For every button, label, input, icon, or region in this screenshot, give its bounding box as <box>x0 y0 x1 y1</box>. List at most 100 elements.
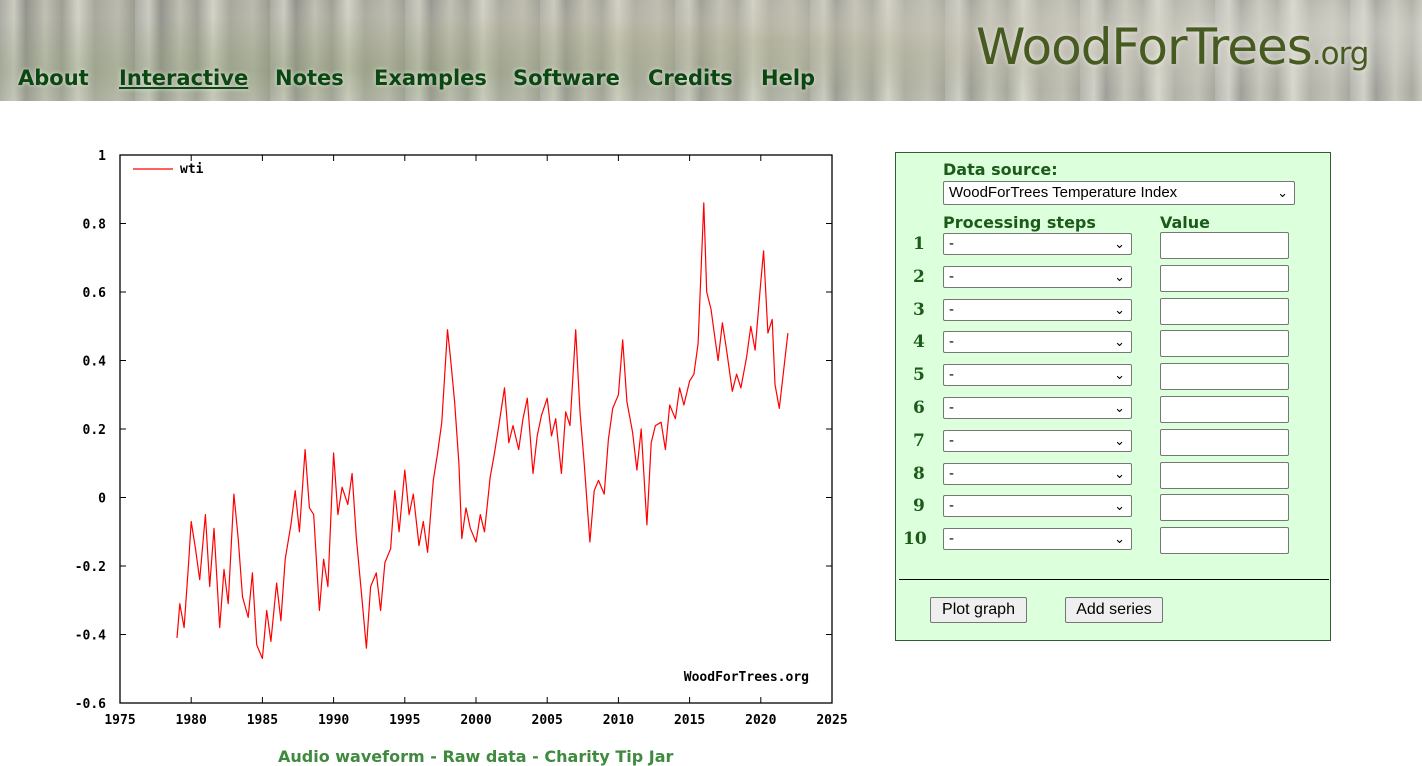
x-tick-label: 1985 <box>247 713 278 728</box>
plot-graph-button[interactable]: Plot graph <box>930 597 1027 623</box>
chevron-down-icon: ⌄ <box>1114 367 1125 383</box>
step-value-input[interactable] <box>1160 494 1289 522</box>
site-header: WoodForTrees.org About Interactive Notes… <box>0 0 1422 101</box>
processing-step-select[interactable]: - ⌄ <box>943 265 1132 288</box>
plot-frame <box>119 154 833 704</box>
processing-step-value: - <box>949 464 954 482</box>
data-source-select[interactable]: WoodForTrees Temperature Index ⌄ <box>943 181 1295 205</box>
chevron-down-icon: ⌄ <box>1114 268 1125 284</box>
nav-notes[interactable]: Notes <box>275 66 344 90</box>
step-number: 8 <box>913 463 925 484</box>
nav-help[interactable]: Help <box>761 66 816 90</box>
y-tick-label: 1 <box>98 149 106 164</box>
processing-step-value: - <box>949 300 954 318</box>
data-source-value: WoodForTrees Temperature Index <box>949 184 1178 201</box>
y-tick-label: 0.2 <box>83 423 106 438</box>
step-value-input[interactable] <box>1160 232 1289 259</box>
step-value-input[interactable] <box>1160 527 1289 555</box>
step-value-input[interactable] <box>1160 461 1289 489</box>
x-tick-label: 2000 <box>460 713 491 728</box>
y-tick-label: 0.6 <box>83 286 107 301</box>
temperature-chart: 1975 1980 1985 1990 1995 2000 2005 2010 2015 2020… <box>60 140 860 740</box>
x-tick-label: 2005 <box>532 713 563 728</box>
step-number: 9 <box>913 496 925 517</box>
logo-main-text: WoodForTrees <box>976 18 1313 76</box>
chevron-down-icon: ⌄ <box>1114 236 1125 251</box>
y-tick-label: -0.2 <box>75 560 106 575</box>
nav-examples[interactable]: Examples <box>374 66 487 90</box>
step-number: 6 <box>913 398 925 418</box>
nav-interactive[interactable]: Interactive <box>119 66 249 90</box>
step-number: 4 <box>913 332 925 353</box>
nav-about[interactable]: About <box>18 66 89 90</box>
chevron-down-icon: ⌄ <box>1114 334 1125 350</box>
processing-step-select[interactable]: - ⌄ <box>943 495 1132 518</box>
chart-svg: 1975 1980 1985 1990 1995 2000 2005 2010 2015 2020… <box>75 149 848 728</box>
processing-step-select[interactable]: - ⌄ <box>943 364 1132 387</box>
processing-step-select[interactable]: - ⌄ <box>943 298 1132 321</box>
nav-software[interactable]: Software <box>513 66 620 90</box>
processing-step-select[interactable]: - ⌄ <box>943 331 1132 354</box>
step-number: 10 <box>903 529 927 550</box>
processing-step-select[interactable]: - ⌄ <box>943 429 1132 452</box>
x-tick-label: 1980 <box>176 713 207 728</box>
step-value-input[interactable] <box>1160 297 1289 325</box>
processing-step-value: - <box>949 431 954 449</box>
audio-waveform-link[interactable]: Audio waveform <box>278 747 425 766</box>
step-number: 3 <box>913 299 925 320</box>
x-tick-label: 1975 <box>104 713 135 728</box>
step-number: 1 <box>913 234 925 254</box>
chevron-down-icon: ⌄ <box>1277 185 1288 200</box>
step-value-input[interactable] <box>1160 363 1289 391</box>
y-tick-label: -0.6 <box>75 697 106 712</box>
logo-tld-text: .org <box>1311 36 1370 72</box>
x-tick-label: 2020 <box>745 713 776 728</box>
processing-step-select[interactable]: - ⌄ <box>943 462 1132 485</box>
processing-step-value: - <box>949 267 954 285</box>
series-line-wti <box>176 202 789 660</box>
value-label: Value <box>1160 213 1211 232</box>
y-tick-label: 0 <box>98 492 106 507</box>
chevron-down-icon: ⌄ <box>1114 498 1125 514</box>
chevron-down-icon: ⌄ <box>1114 400 1125 415</box>
site-logo[interactable]: WoodForTrees.org <box>976 18 1370 76</box>
step-value-input[interactable] <box>1160 396 1289 423</box>
x-tick-label: 1995 <box>389 713 420 728</box>
step-value-input[interactable] <box>1160 428 1289 456</box>
step-value-input[interactable] <box>1160 264 1289 292</box>
chart-legend: wti <box>133 162 204 177</box>
y-tick-label: 0.4 <box>83 355 107 370</box>
processing-steps-label: Processing steps <box>943 213 1096 232</box>
chevron-down-icon: ⌄ <box>1114 432 1125 448</box>
raw-data-link[interactable]: Raw data <box>442 747 527 766</box>
link-separator: - <box>526 747 545 766</box>
data-source-label: Data source: <box>943 160 1058 179</box>
x-tick-label: 2025 <box>816 713 847 728</box>
nav-credits[interactable]: Credits <box>648 66 733 90</box>
x-tick-label: 2010 <box>603 713 634 728</box>
add-series-button[interactable]: Add series <box>1065 597 1163 623</box>
step-value-input[interactable] <box>1160 330 1289 358</box>
chart-links: Audio waveform - Raw data - Charity Tip … <box>278 747 673 766</box>
chart-watermark: WoodForTrees.org <box>684 670 809 685</box>
chevron-down-icon: ⌄ <box>1114 465 1125 481</box>
series-form-panel: Data source: WoodForTrees Temperature In… <box>895 152 1331 641</box>
processing-step-value: - <box>949 399 954 416</box>
processing-step-select[interactable]: - ⌄ <box>943 528 1132 551</box>
step-number: 7 <box>913 430 925 451</box>
link-separator: - <box>424 747 443 766</box>
processing-step-value: - <box>949 497 954 515</box>
processing-step-value: - <box>949 530 954 548</box>
processing-step-select[interactable]: - ⌄ <box>943 233 1132 255</box>
charity-tip-jar-link[interactable]: Charity Tip Jar <box>544 747 674 766</box>
processing-step-value: - <box>949 333 954 351</box>
chevron-down-icon: ⌄ <box>1114 301 1125 317</box>
x-tick-label: 2015 <box>674 713 705 728</box>
step-number: 5 <box>913 365 925 386</box>
legend-label: wti <box>180 162 204 177</box>
y-tick-label: -0.4 <box>75 629 106 644</box>
processing-step-value: - <box>949 235 954 252</box>
processing-step-select[interactable]: - ⌄ <box>943 397 1132 419</box>
y-tick-label: 0.8 <box>83 218 107 233</box>
chevron-down-icon: ⌄ <box>1114 531 1125 547</box>
